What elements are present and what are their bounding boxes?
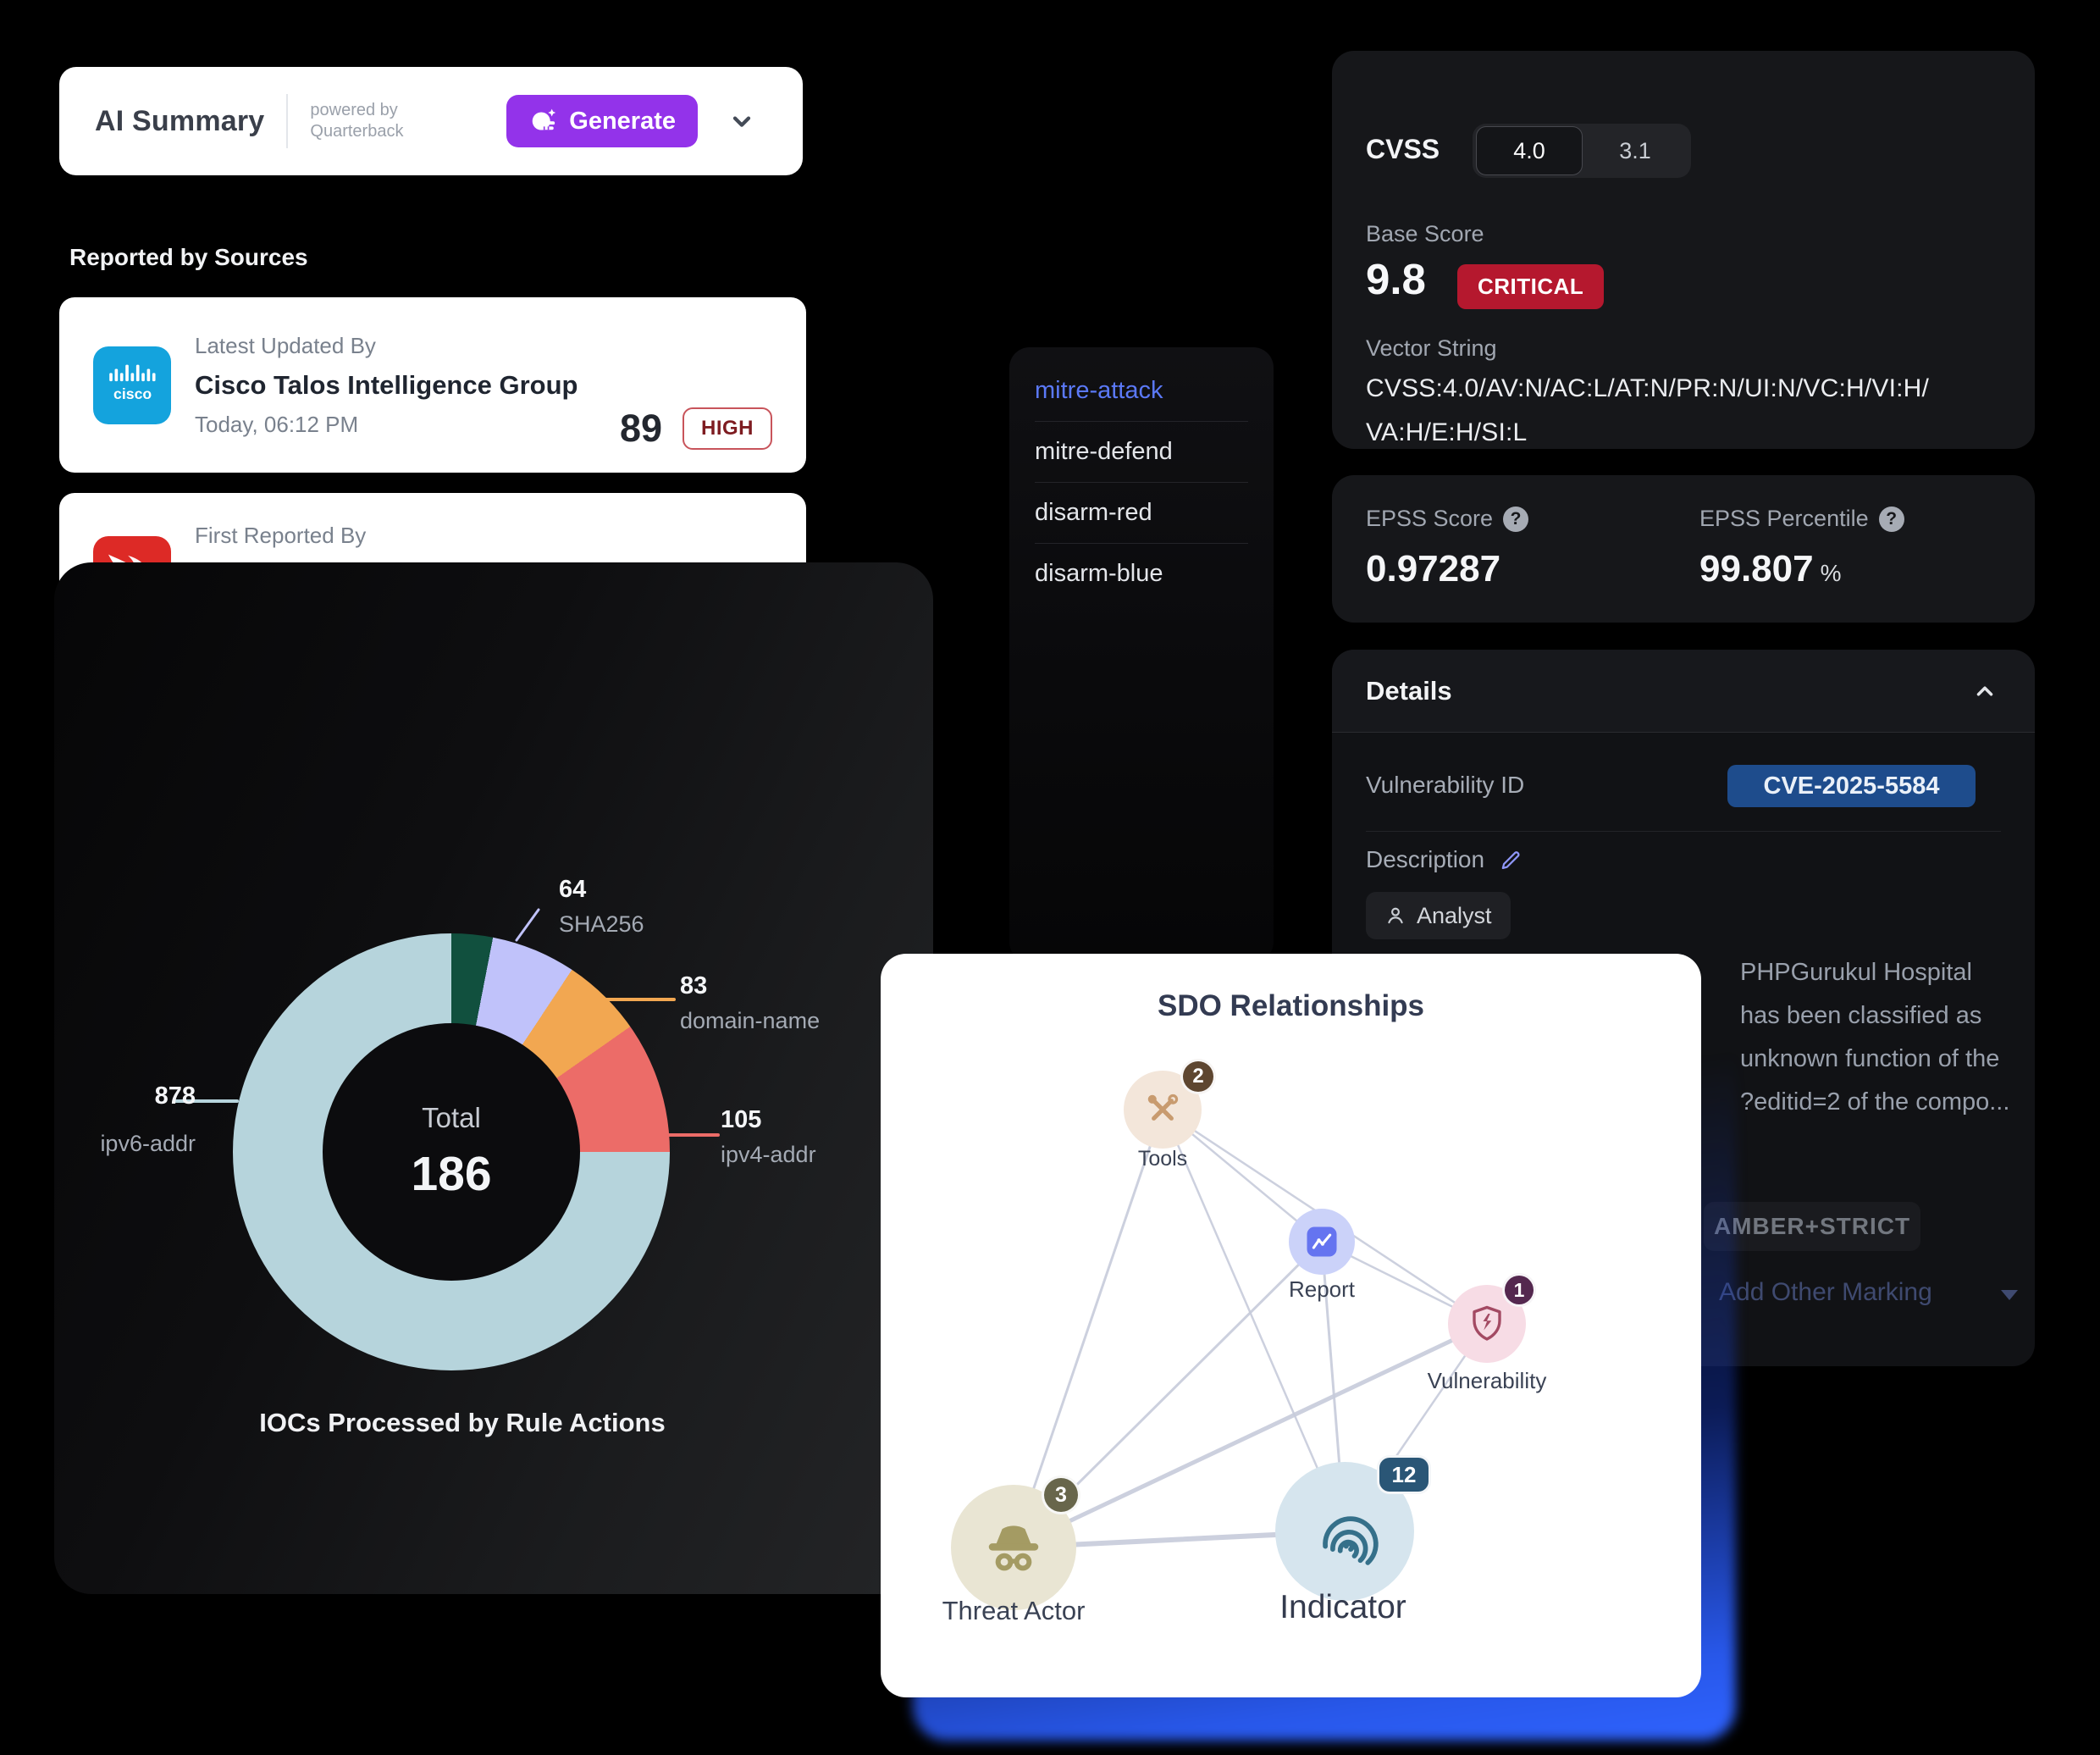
threat-actor-count-badge: 3 <box>1042 1475 1080 1514</box>
source-score-wrap: 89 HIGH <box>620 407 772 451</box>
ioc-chart-panel: Total 186 64 SHA256 83 domain-name 105 i… <box>54 562 933 1594</box>
vulnerability-id-label: Vulnerability ID <box>1366 772 1525 798</box>
divider <box>286 94 289 148</box>
details-title: Details <box>1366 675 1452 706</box>
donut-total-label: Total <box>422 1102 481 1133</box>
source-card-cisco[interactable]: cisco Latest Updated By Cisco Talos Inte… <box>59 297 806 473</box>
donut-total-value: 186 <box>411 1147 492 1201</box>
add-other-marking[interactable]: Add Other Marking <box>1719 1278 1932 1306</box>
source-score: 89 <box>619 407 662 450</box>
ai-summary-title: AI Summary <box>95 104 265 137</box>
user-icon <box>1384 905 1406 927</box>
source-name: Cisco Talos Intelligence Group <box>195 369 578 400</box>
indicator-count-badge: 12 <box>1377 1455 1431 1494</box>
indicator-label: Indicator <box>1279 1589 1406 1625</box>
chart-title: IOCs Processed by Rule Actions <box>259 1408 666 1437</box>
help-icon[interactable]: ? <box>1503 506 1529 532</box>
donut-center-text: Total 186 <box>233 933 670 1370</box>
vector-string-label: Vector String <box>1366 335 1497 361</box>
dropdown-caret-icon[interactable] <box>2001 1290 2018 1300</box>
sdo-node-report[interactable] <box>1289 1209 1355 1275</box>
vulnerability-count-badge: 1 <box>1502 1273 1536 1307</box>
vector-string-line2: VA:H/E:H/SI:L <box>1366 418 1528 446</box>
cisco-logo: cisco <box>93 346 171 424</box>
source-kicker: Latest Updated By <box>195 332 376 358</box>
percent-unit: % <box>1820 560 1842 586</box>
edit-icon[interactable] <box>1498 848 1522 872</box>
donut-label-sha256: 64 SHA256 <box>559 876 644 937</box>
threat-actor-label: Threat Actor <box>942 1596 1086 1625</box>
epss-card: EPSS Score ? 0.97287 EPSS Percentile ? 9… <box>1332 475 2035 623</box>
framework-item-mitre-attack[interactable]: mitre-attack <box>1035 361 1248 422</box>
donut-chart <box>233 933 670 1370</box>
sdo-relationships-card: SDO Relationships <box>881 954 1701 1697</box>
source-card-text: Latest Updated By Cisco Talos Intelligen… <box>195 333 578 438</box>
svg-text:cisco: cisco <box>113 385 152 401</box>
report-label: Report <box>1288 1276 1356 1302</box>
ai-summary-card: AI Summary powered by Quarterback <box>59 67 803 175</box>
framework-item-disarm-red[interactable]: disarm-red <box>1035 483 1248 544</box>
epss-score-label: EPSS Score ? <box>1366 506 1529 532</box>
description-text: PHPGurukul Hospital has been classified … <box>1740 959 2010 1116</box>
tools-label: Tools <box>1137 1147 1188 1171</box>
report-icon <box>1304 1224 1340 1260</box>
donut-label-domain-name: 83 domain-name <box>680 972 821 1033</box>
base-score-value: 9.8 <box>1366 255 1426 303</box>
help-icon[interactable]: ? <box>1878 506 1904 532</box>
source-time: Today, 06:12 PM <box>195 411 359 437</box>
generate-button[interactable]: Generate <box>506 95 698 147</box>
divider <box>1366 831 2001 832</box>
vulnerability-id-badge[interactable]: CVE-2025-5584 <box>1727 765 1976 807</box>
vulnerability-label: Vulnerability <box>1427 1368 1547 1393</box>
fingerprint-icon <box>1307 1494 1382 1569</box>
critical-badge: CRITICAL <box>1457 264 1605 309</box>
chevron-up-icon[interactable] <box>1972 678 1998 704</box>
source-kicker: First Reported By <box>195 522 367 548</box>
donut-leader-lines <box>173 908 720 1137</box>
framework-item-mitre-defend[interactable]: mitre-defend <box>1035 422 1248 483</box>
tools-icon <box>1143 1090 1182 1129</box>
spy-icon <box>981 1514 1047 1581</box>
epss-percentile-value: 99.807% <box>1699 548 1842 590</box>
severity-badge: HIGH <box>682 407 772 450</box>
framework-list: mitre-attack mitre-defend disarm-red dis… <box>1009 347 1274 962</box>
sdo-title: SDO Relationships <box>1157 989 1425 1022</box>
description-row: Description <box>1366 846 1522 873</box>
description-label: Description <box>1366 846 1485 872</box>
details-header[interactable]: Details <box>1332 650 2035 733</box>
generate-label: Generate <box>569 107 676 135</box>
donut-label-ipv6-addr: 878 ipv6-addr <box>100 1082 196 1156</box>
framework-item-disarm-blue[interactable]: disarm-blue <box>1035 560 1163 587</box>
sources-heading: Reported by Sources <box>69 244 308 270</box>
epss-score-value: 0.97287 <box>1366 548 1501 590</box>
analyst-label: Analyst <box>1417 902 1492 928</box>
base-score-label: Base Score <box>1366 221 1484 246</box>
tools-count-badge: 2 <box>1180 1059 1216 1094</box>
helmet-sparkle-icon <box>528 106 559 136</box>
analyst-chip[interactable]: Analyst <box>1366 892 1511 939</box>
donut-label-ipv4-addr: 105 ipv4-addr <box>721 1106 816 1167</box>
cvss-version-3-1[interactable]: 3.1 <box>1619 137 1651 163</box>
cvss-version-4-0[interactable]: 4.0 <box>1476 126 1583 175</box>
chevron-down-icon[interactable] <box>728 108 755 135</box>
tlp-marking-badge[interactable]: AMBER+STRICT <box>1704 1202 1920 1251</box>
cvss-card: CVSS 4.0 3.1 Base Score 9.8 CRITICAL Vec… <box>1332 51 2035 449</box>
cvss-version-toggle: 4.0 3.1 <box>1473 124 1691 178</box>
epss-percentile-label: EPSS Percentile ? <box>1699 506 1904 532</box>
shield-crack-icon <box>1467 1304 1507 1344</box>
cvss-label: CVSS <box>1366 134 1440 164</box>
vector-string-line1: CVSS:4.0/AV:N/AC:L/AT:N/PR:N/UI:N/VC:H/V… <box>1366 374 1930 402</box>
powered-by-label: powered by Quarterback <box>310 101 404 141</box>
